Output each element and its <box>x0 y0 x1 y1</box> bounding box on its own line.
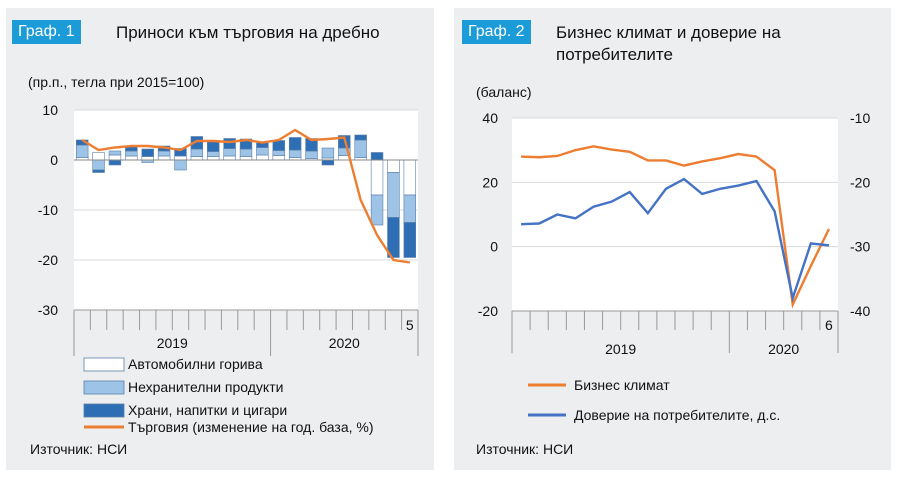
graph1-ytick-label: -10 <box>38 202 58 218</box>
graph1-chart: 10 0 -10 -20 -30 2019 2020 5 Автомобилни горива Н… <box>38 102 419 435</box>
graph1-unit-label: (пр.п., тегла при 2015=100) <box>28 74 205 90</box>
graph1-source: Източник: НСИ <box>30 441 128 457</box>
graph2-title-line2: потребителите <box>556 45 673 64</box>
graph2-ytick-left-label: 40 <box>482 110 498 126</box>
graph1-legend-label: Храни, напитки и цигари <box>128 402 287 418</box>
graph1-bar <box>239 156 253 161</box>
graph1-bar <box>92 159 105 171</box>
graph1-bar <box>354 139 367 158</box>
graph1-bar <box>370 194 384 226</box>
graph1-bar <box>207 151 220 157</box>
graph1-bar <box>387 217 400 258</box>
graph1-ytick-label: 0 <box>50 152 58 168</box>
graph1-last-month-label: 5 <box>406 317 414 333</box>
graph1-ytick-label: -30 <box>38 302 58 318</box>
graph1-title: Приноси към търговия на дребно <box>116 23 380 42</box>
graph1-bar <box>92 169 105 173</box>
graph1-legend-label: Нехранителни продукти <box>128 379 283 395</box>
graph1-bar <box>125 155 138 161</box>
graph2-panel: Граф. 2 Бизнес климат и доверие на потре… <box>454 8 891 470</box>
graph1-bar <box>108 154 122 161</box>
graph1-bar <box>125 150 138 157</box>
graph1-bar <box>272 150 285 156</box>
graph2-badge: Граф. 2 <box>462 20 531 44</box>
graph2-year-label: 2019 <box>605 341 636 357</box>
graph1-bar <box>141 156 154 161</box>
graph1-bar <box>305 150 318 159</box>
graph1-bar <box>321 147 335 159</box>
graph1-bar <box>370 159 384 196</box>
graph2-title-line1: Бизнес климат и доверие на <box>556 23 781 42</box>
graph1-trade-line <box>81 128 410 264</box>
graph1-bar <box>190 156 204 161</box>
graph1-year-label: 2020 <box>329 335 360 351</box>
graph2-legend-label: Доверие на потребителите, д.с. <box>574 407 780 423</box>
graph2-legend-label: Бизнес климат <box>574 377 670 393</box>
graph1-ytick-label: -20 <box>38 252 58 268</box>
graph1-bar <box>354 134 367 141</box>
graph1-bar <box>75 144 89 158</box>
graph1-bar <box>207 141 220 152</box>
graph1-year-label: 2019 <box>157 335 188 351</box>
graph1-panel: Граф. 1 Приноси към търговия на дребно (… <box>6 8 434 470</box>
graph1-bar <box>403 194 417 223</box>
graph2-source: Източник: НСИ <box>476 441 574 457</box>
graph1-bar <box>272 155 285 161</box>
graph1-legend-swatch <box>83 403 125 418</box>
graph2-plot-area <box>512 118 838 311</box>
graph1-bar <box>387 172 400 218</box>
graph2-consumer-confidence-line <box>521 177 830 303</box>
graph2-ytick-right-label: -30 <box>850 239 870 255</box>
graph1-bar <box>223 138 236 149</box>
graph2-ytick-right-label: -20 <box>850 174 870 190</box>
graph1-bar <box>223 148 236 157</box>
graph1-bar <box>256 147 269 156</box>
graph2-chart: 40 20 0 -20 -10 -20 -30 -40 2019 2020 6 Бизнес клим… <box>478 110 871 423</box>
graph1-bar <box>174 148 187 157</box>
graph2-ytick-left-label: -20 <box>478 303 498 319</box>
graph1-legend-label: Автомобилни горива <box>128 356 263 372</box>
graph1-bar <box>370 152 384 161</box>
graph1-bar <box>157 150 171 157</box>
graph2-ytick-left-label: 0 <box>490 239 498 255</box>
graph2-last-month-label: 6 <box>825 317 833 333</box>
graph1-bar <box>190 136 204 150</box>
graph1-bar <box>321 159 335 166</box>
graph1-legend-swatch <box>83 380 125 395</box>
graph1-bar <box>272 140 285 151</box>
graph1-ytick-label: 10 <box>42 102 58 118</box>
graph1-bar <box>174 159 187 171</box>
graph1-bar <box>239 148 253 157</box>
graph1-bar <box>141 148 154 157</box>
graph2-ytick-right-label: -10 <box>850 110 870 126</box>
graph1-bar <box>223 155 236 161</box>
graph1-badge: Граф. 1 <box>12 20 81 44</box>
graph1-bar <box>288 137 302 151</box>
graph1-bar <box>190 148 204 157</box>
graph1-bar <box>157 155 171 161</box>
graph1-bar <box>387 159 400 173</box>
graph1-bar <box>256 154 269 161</box>
graph1-bar <box>108 159 122 166</box>
graph1-bar <box>108 150 122 156</box>
graph2-year-label: 2020 <box>768 341 799 357</box>
graph1-legend-swatch <box>83 357 125 372</box>
graph1-bar <box>207 156 220 161</box>
graph1-bar <box>92 152 105 161</box>
graph1-bar <box>174 155 187 161</box>
graph2-business-climate-line <box>521 145 831 309</box>
graph1-bar <box>288 149 302 158</box>
graph2-unit-label: (баланс) <box>476 84 532 100</box>
graph1-legend-label: Търговия (изменение на год. база, %) <box>128 419 374 435</box>
graph1-bar <box>403 159 417 196</box>
graph1-bar <box>403 222 417 258</box>
graph2-ytick-left-label: 20 <box>482 174 498 190</box>
graph1-bar <box>305 138 318 152</box>
graph2-ytick-right-label: -40 <box>850 303 870 319</box>
